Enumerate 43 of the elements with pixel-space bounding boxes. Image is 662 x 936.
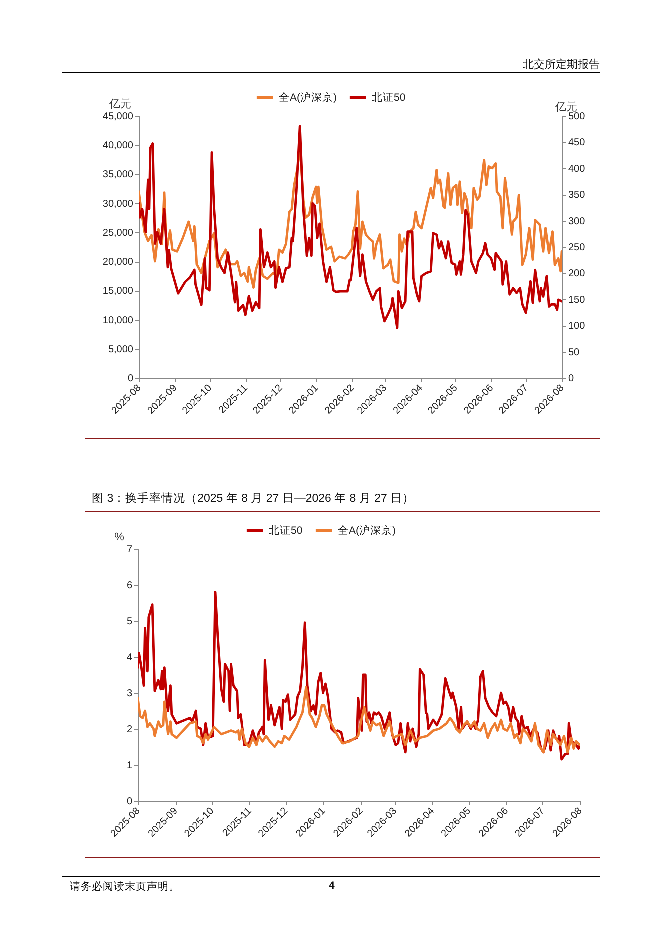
- legend-label: 全A(沪深京): [338, 524, 396, 537]
- y2-tick-label: 50: [568, 347, 580, 358]
- y2-tick-label: 450: [568, 138, 586, 149]
- text: 北交所定期报告: [523, 58, 600, 72]
- legend-label: 北证50: [372, 91, 406, 104]
- y-tick-label: 15,000: [102, 286, 134, 298]
- y-axis-title: %: [114, 532, 125, 544]
- y2-tick-label: 150: [568, 294, 586, 306]
- y-tick-label: 3: [126, 688, 133, 700]
- y-tick-label: 2: [126, 724, 133, 736]
- text: 4: [329, 880, 335, 892]
- y2-tick-label: 300: [568, 216, 586, 228]
- y-tick-label: 0: [128, 374, 134, 384]
- y2-tick-label: 350: [568, 190, 586, 202]
- y2-tick-label: 100: [568, 321, 586, 332]
- line-series: [139, 125, 562, 330]
- legend-label: 北证50: [269, 524, 303, 537]
- y-tick-label: 40,000: [102, 140, 134, 152]
- text: 请务必阅读末页声明。: [70, 880, 180, 894]
- y-tick-label: 7: [126, 544, 133, 556]
- y-axis-title: 亿元: [108, 98, 132, 110]
- y-tick-label: 20,000: [102, 257, 134, 268]
- y-tick-label: 6: [126, 580, 133, 592]
- y-tick-label: 25,000: [102, 228, 134, 239]
- y-tick-label: 35,000: [102, 170, 134, 181]
- y-tick-label: 5: [126, 616, 133, 628]
- line-series: [138, 686, 580, 754]
- y2-tick-label: 200: [568, 268, 586, 280]
- y-tick-label: 1: [126, 760, 133, 772]
- y2-axis-title: 亿元: [554, 102, 578, 114]
- y2-tick-label: 500: [568, 112, 586, 122]
- y2-tick-label: 0: [568, 374, 574, 384]
- line-series: [138, 591, 580, 761]
- y-tick-label: 4: [126, 652, 133, 664]
- y-tick-label: 45,000: [102, 112, 134, 122]
- y-tick-label: 5,000: [108, 344, 134, 356]
- y-tick-label: 0: [126, 796, 133, 808]
- y-tick-label: 30,000: [102, 198, 134, 210]
- y2-tick-label: 250: [568, 242, 586, 254]
- legend-label: 全A(沪深京): [279, 91, 337, 104]
- y-tick-label: 10,000: [102, 315, 134, 326]
- chart-title: 图 3：换手率情况（2025 年 8 月 27 日—2026 年 8 月 27 日）: [92, 491, 415, 506]
- y2-tick-label: 400: [568, 164, 586, 175]
